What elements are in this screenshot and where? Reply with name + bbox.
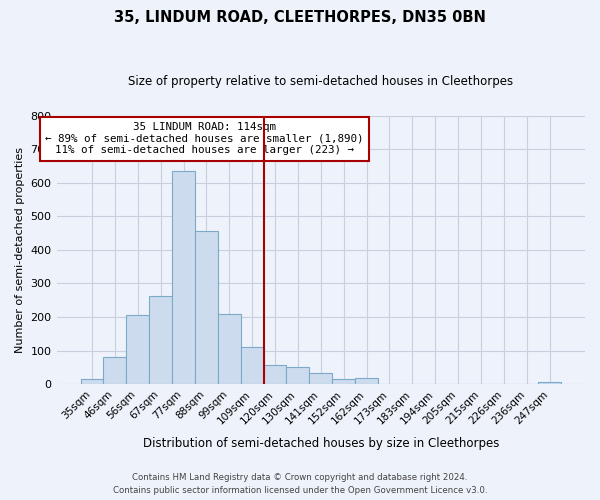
- Bar: [195, 232, 218, 384]
- Bar: [218, 314, 241, 384]
- Text: Contains HM Land Registry data © Crown copyright and database right 2024.
Contai: Contains HM Land Registry data © Crown c…: [113, 474, 487, 495]
- Bar: [103, 358, 127, 384]
- X-axis label: Distribution of semi-detached houses by size in Cleethorpes: Distribution of semi-detached houses by …: [143, 437, 499, 450]
- Text: 35 LINDUM ROAD: 114sqm
← 89% of semi-detached houses are smaller (1,890)
11% of : 35 LINDUM ROAD: 114sqm ← 89% of semi-det…: [45, 122, 364, 156]
- Title: Size of property relative to semi-detached houses in Cleethorpes: Size of property relative to semi-detach…: [128, 75, 514, 88]
- Bar: [149, 296, 172, 384]
- Bar: [80, 379, 103, 384]
- Bar: [263, 365, 286, 384]
- Bar: [332, 379, 355, 384]
- Bar: [538, 382, 561, 384]
- Bar: [127, 316, 149, 384]
- Text: 35, LINDUM ROAD, CLEETHORPES, DN35 0BN: 35, LINDUM ROAD, CLEETHORPES, DN35 0BN: [114, 10, 486, 25]
- Bar: [172, 171, 195, 384]
- Bar: [286, 366, 310, 384]
- Y-axis label: Number of semi-detached properties: Number of semi-detached properties: [15, 147, 25, 353]
- Bar: [310, 373, 332, 384]
- Bar: [241, 347, 263, 384]
- Bar: [355, 378, 378, 384]
